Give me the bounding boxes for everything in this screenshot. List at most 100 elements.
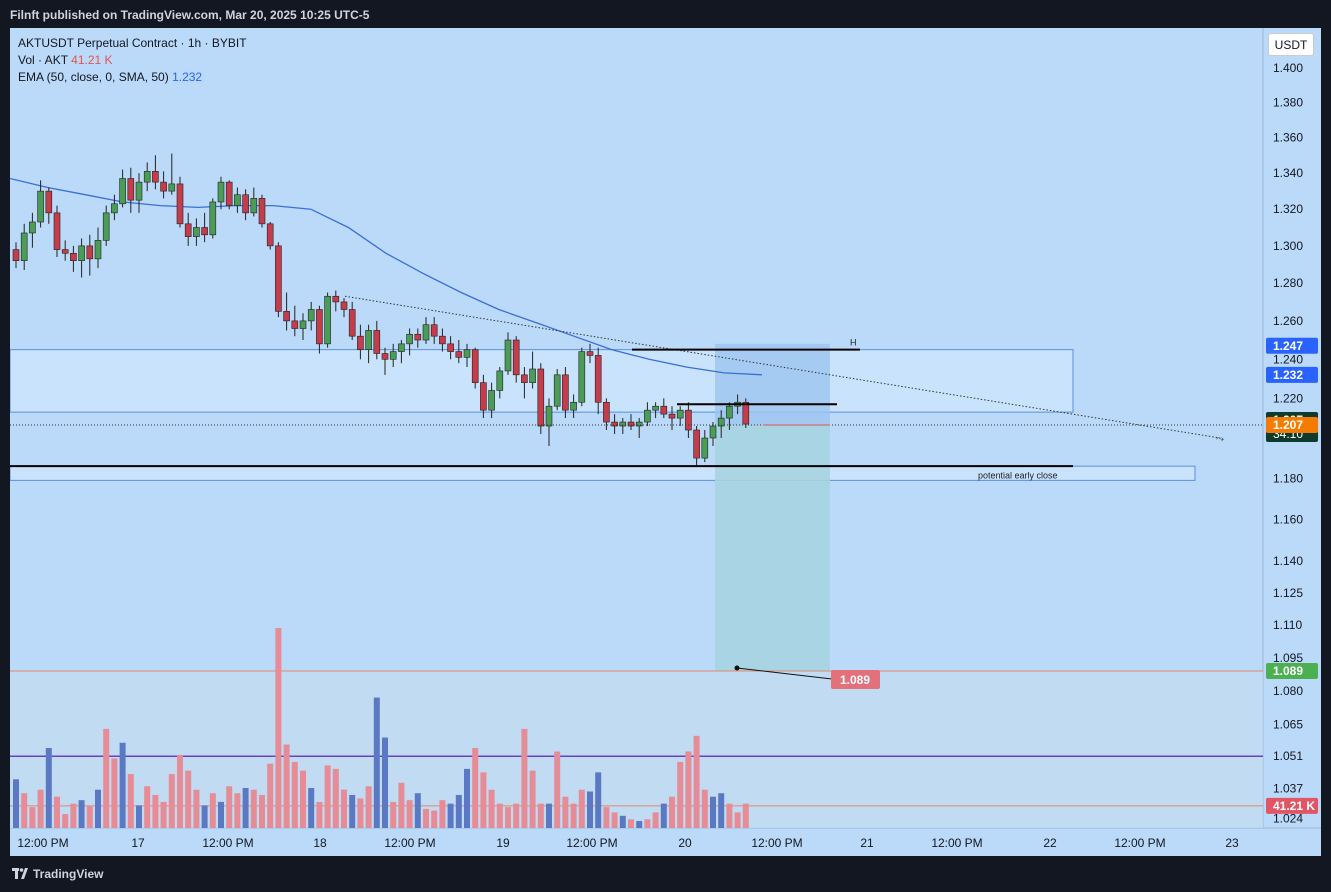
candle-body [463, 349, 471, 358]
volume-bar [406, 800, 413, 828]
currency-button[interactable]: USDT [1268, 33, 1314, 56]
volume-bar [250, 789, 257, 828]
candle-body [242, 194, 249, 214]
candle-body [299, 320, 307, 329]
candle-body [504, 339, 512, 372]
candle-body [119, 178, 126, 205]
volume-bar [595, 772, 602, 828]
target-zone [715, 425, 830, 671]
volume-bar [144, 786, 151, 828]
candle-body [20, 232, 28, 261]
candle-body [562, 374, 569, 411]
volume-bar [209, 793, 216, 828]
candle-body [668, 413, 676, 419]
volume-bar [103, 728, 110, 828]
candle-body [201, 227, 208, 236]
volume-bar [201, 805, 208, 828]
volume-bar [546, 803, 552, 828]
volume-bar [447, 803, 454, 828]
candle-body [176, 183, 184, 225]
candle-body [455, 351, 463, 358]
footer-brand[interactable]: TradingView [33, 867, 104, 881]
volume-bar [554, 751, 561, 828]
volume-bar [488, 789, 495, 828]
candle-body [406, 333, 413, 345]
candle-body [635, 421, 643, 427]
volume-bar [644, 819, 651, 828]
volume-bar [677, 761, 684, 828]
price-badge [1266, 337, 1318, 354]
volume-bar [529, 770, 536, 828]
price-tick-label: 1.051 [1273, 749, 1303, 763]
volume-bar [226, 786, 233, 828]
volume-bar [390, 801, 397, 828]
volume-bar [267, 763, 274, 828]
candle-body [111, 203, 118, 214]
volume-bar [259, 794, 265, 828]
price-tick-label: 1.280 [1273, 276, 1303, 290]
time-tick-label: 12:00 PM [17, 836, 68, 850]
candle-body [553, 374, 561, 407]
price-tick-label: 1.065 [1273, 717, 1303, 731]
price-tick-label: 1.320 [1273, 202, 1303, 216]
stop-loss-zone [715, 343, 830, 426]
volume-bar [160, 801, 167, 828]
footer: TradingView [0, 856, 1331, 892]
volume-bar [685, 751, 692, 828]
volume-bar [742, 803, 749, 828]
volume-bar [398, 782, 405, 828]
candle-body [693, 429, 700, 459]
price-tick-label: 1.220 [1273, 391, 1303, 405]
volume-bar [537, 803, 544, 828]
candle-body [348, 309, 356, 337]
candle-body [644, 409, 651, 423]
price-tick-label: 1.340 [1273, 166, 1303, 180]
candle-body [143, 171, 151, 183]
volume-bar [177, 754, 183, 828]
price-badge-label: 1.247 [1273, 339, 1303, 353]
candle-body [225, 181, 233, 206]
price-badge-label: 1.232 [1273, 368, 1303, 382]
candle-body [234, 194, 241, 206]
candle-body [447, 343, 454, 352]
volume-bar [62, 814, 69, 828]
volume-bar [78, 800, 85, 828]
volume-bar [45, 748, 52, 828]
volume-bar [316, 801, 323, 828]
price-tick-label: 1.080 [1273, 684, 1303, 698]
volume-legend[interactable]: Vol · AKT 41.21 K [18, 52, 247, 69]
ema-value: 1.232 [172, 70, 203, 84]
volume-bar [341, 789, 347, 828]
price-badge-label: 41.21 K [1273, 799, 1315, 813]
candle-body [94, 240, 102, 260]
candle-body [160, 181, 167, 192]
volume-bar [382, 737, 388, 828]
ema-legend[interactable]: EMA (50, close, 0, SMA, 50) 1.232 [18, 69, 247, 86]
volume-bar [29, 807, 36, 828]
price-tick-label: 1.380 [1273, 96, 1303, 110]
volume-bar [513, 803, 520, 828]
volume-bar [234, 793, 241, 828]
candle-body [676, 409, 684, 419]
candle-body [332, 295, 340, 303]
candle-body [398, 343, 405, 352]
volume-bar [185, 770, 192, 828]
candle-body [709, 425, 717, 439]
volume-bar [693, 735, 700, 828]
volume-bar [70, 803, 77, 828]
candle-body [537, 368, 545, 427]
candle-body [266, 223, 274, 247]
volume-bar [439, 800, 446, 828]
candle-body [152, 171, 159, 183]
target-badge [831, 669, 880, 689]
volume-bar [718, 793, 725, 828]
volume-value: 41.21 K [71, 53, 113, 67]
volume-bar [726, 803, 733, 828]
price-badge [1266, 797, 1318, 814]
price-tick-label: 1.300 [1273, 239, 1303, 253]
candle-body [471, 349, 479, 383]
candle-body [193, 227, 200, 237]
symbol-line[interactable]: AKTUSDT Perpetual Contract · 1h · BYBIT [18, 36, 247, 50]
